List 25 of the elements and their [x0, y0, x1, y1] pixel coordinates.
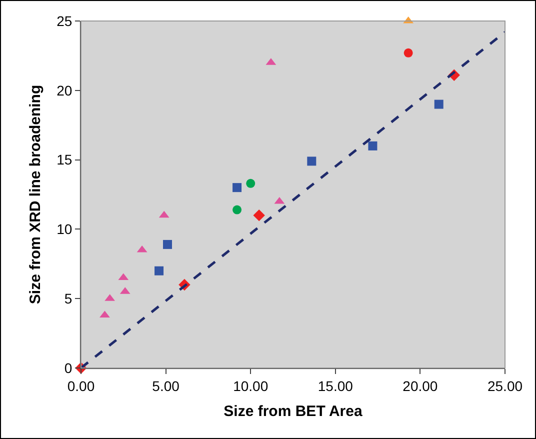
- x-tick-label: 5.00: [152, 378, 180, 394]
- point: [232, 183, 242, 192]
- x-axis-title: Size from BET Area: [224, 402, 363, 420]
- point: [154, 266, 164, 276]
- point: [434, 100, 444, 109]
- point: [307, 156, 316, 166]
- x-tick-label: 15.00: [318, 378, 354, 394]
- y-tick-label: 10: [56, 221, 72, 238]
- point: [404, 48, 413, 58]
- point: [253, 209, 265, 222]
- y-tick-label: 25: [56, 12, 72, 29]
- x-tick-label: 10.00: [233, 378, 268, 394]
- x-tick-label: 20.00: [402, 378, 438, 394]
- point: [232, 205, 242, 214]
- point: [163, 240, 172, 249]
- x-tick-label: 25.00: [487, 378, 523, 394]
- y-tick-label: 5: [64, 290, 72, 306]
- y-tick-label: 15: [56, 152, 72, 168]
- point: [246, 178, 256, 188]
- x-tick-label: 0.00: [67, 378, 95, 394]
- y-tick-label: 20: [56, 82, 72, 98]
- point: [100, 310, 110, 318]
- y-tick-label: 0: [64, 360, 72, 376]
- y-axis-title: Size from XRD line broadening: [26, 84, 44, 304]
- point: [368, 141, 378, 150]
